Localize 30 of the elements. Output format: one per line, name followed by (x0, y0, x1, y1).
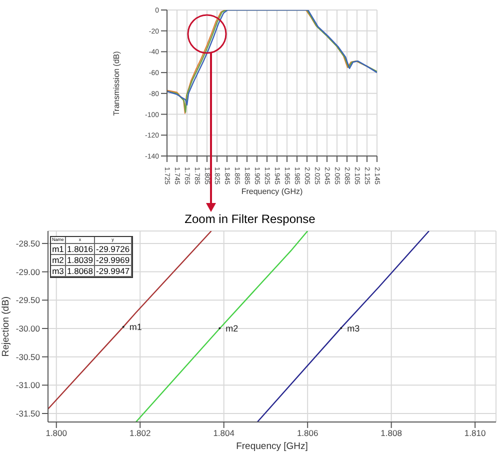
x-tick-label: 1.804 (213, 428, 235, 438)
x-tick-label: 1.800 (46, 428, 68, 438)
annotation: 1.8068 (66, 266, 96, 277)
y-tick-label: -31.50 (16, 408, 40, 419)
annotation: 1.8039 (66, 255, 96, 266)
x-tick-label: 1.810 (464, 428, 486, 438)
chart-title: Zoom in Filter Response (184, 212, 316, 226)
annotation: m3 (347, 323, 360, 334)
x-axis-title: Frequency [GHz] (235, 441, 309, 452)
x-tick-label: 1.808 (380, 428, 402, 438)
y-tick-label: -28.50 (16, 238, 40, 248)
y-tick-label: -30.00 (16, 324, 40, 334)
x-tick-label: 1.802 (129, 428, 152, 438)
y-tick-label: -29.00 (16, 266, 40, 277)
annotation: m2 (226, 324, 238, 334)
y-axis-title: Transmission (dB) (112, 50, 121, 116)
annotation: -29.9726 (95, 244, 132, 255)
annotation: 1.8016 (66, 244, 96, 255)
x-tick-label: 1.806 (296, 428, 318, 438)
annotation: -29.9969 (95, 255, 132, 266)
x-axis-title: Frequency (GHz) (240, 187, 304, 196)
annotation: m3 (51, 266, 66, 277)
annotation: m1 (129, 322, 142, 332)
y-tick-label: -30.50 (16, 352, 40, 362)
y-axis-title: Rejection (dB) (0, 296, 12, 357)
annotation: m2 (51, 255, 66, 266)
annotation: m1 (51, 244, 66, 255)
y-tick-label: -29.50 (16, 295, 40, 306)
annotation: -29.9947 (95, 266, 132, 277)
y-tick-label: -31.00 (16, 380, 40, 390)
